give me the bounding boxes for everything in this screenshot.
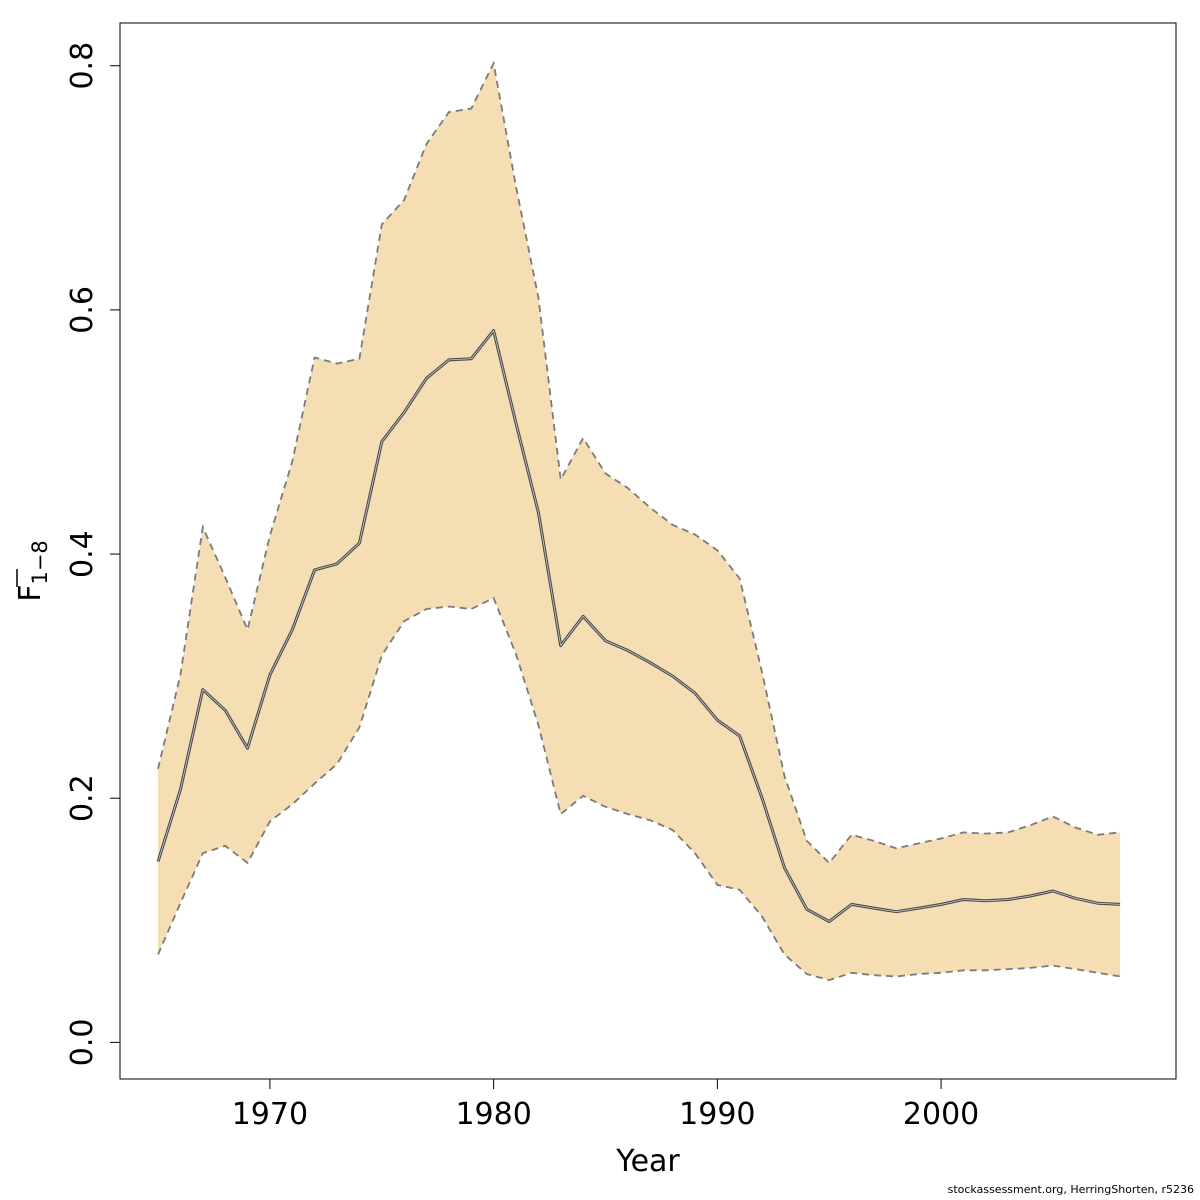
confidence-band bbox=[158, 63, 1121, 981]
y-axis-title: F1−8 bbox=[13, 540, 52, 602]
y-axis-title-subscript: 1−8 bbox=[28, 540, 52, 584]
x-tick-label: 1980 bbox=[455, 1097, 531, 1132]
estimate-line-highlight bbox=[157, 330, 1121, 922]
y-tick-label: 0.2 bbox=[65, 774, 100, 822]
y-tick-label: 0.4 bbox=[65, 530, 100, 578]
y-tick-label: 0.6 bbox=[65, 286, 100, 334]
lower-bound-line bbox=[157, 596, 1121, 982]
y-axis-title-main: F bbox=[13, 585, 48, 602]
x-tick-label: 1970 bbox=[232, 1097, 308, 1132]
y-tick-label: 0.0 bbox=[65, 1019, 100, 1067]
plot-frame bbox=[119, 22, 1177, 1080]
x-tick-label: 1990 bbox=[679, 1097, 755, 1132]
x-tick-label: 2000 bbox=[903, 1097, 979, 1132]
footer-credit: stockassessment.org, HerringShorten, r52… bbox=[947, 1183, 1194, 1196]
svg-text:F1−8: F1−8 bbox=[13, 540, 52, 602]
plot-area bbox=[156, 60, 1121, 982]
axes: 1970 1980 1990 2000 0.0 0.2 0.4 0.6 0.8 bbox=[65, 42, 979, 1132]
x-axis-title: Year bbox=[615, 1144, 680, 1179]
y-tick-label: 0.8 bbox=[65, 42, 100, 90]
upper-bound-line bbox=[157, 60, 1121, 865]
